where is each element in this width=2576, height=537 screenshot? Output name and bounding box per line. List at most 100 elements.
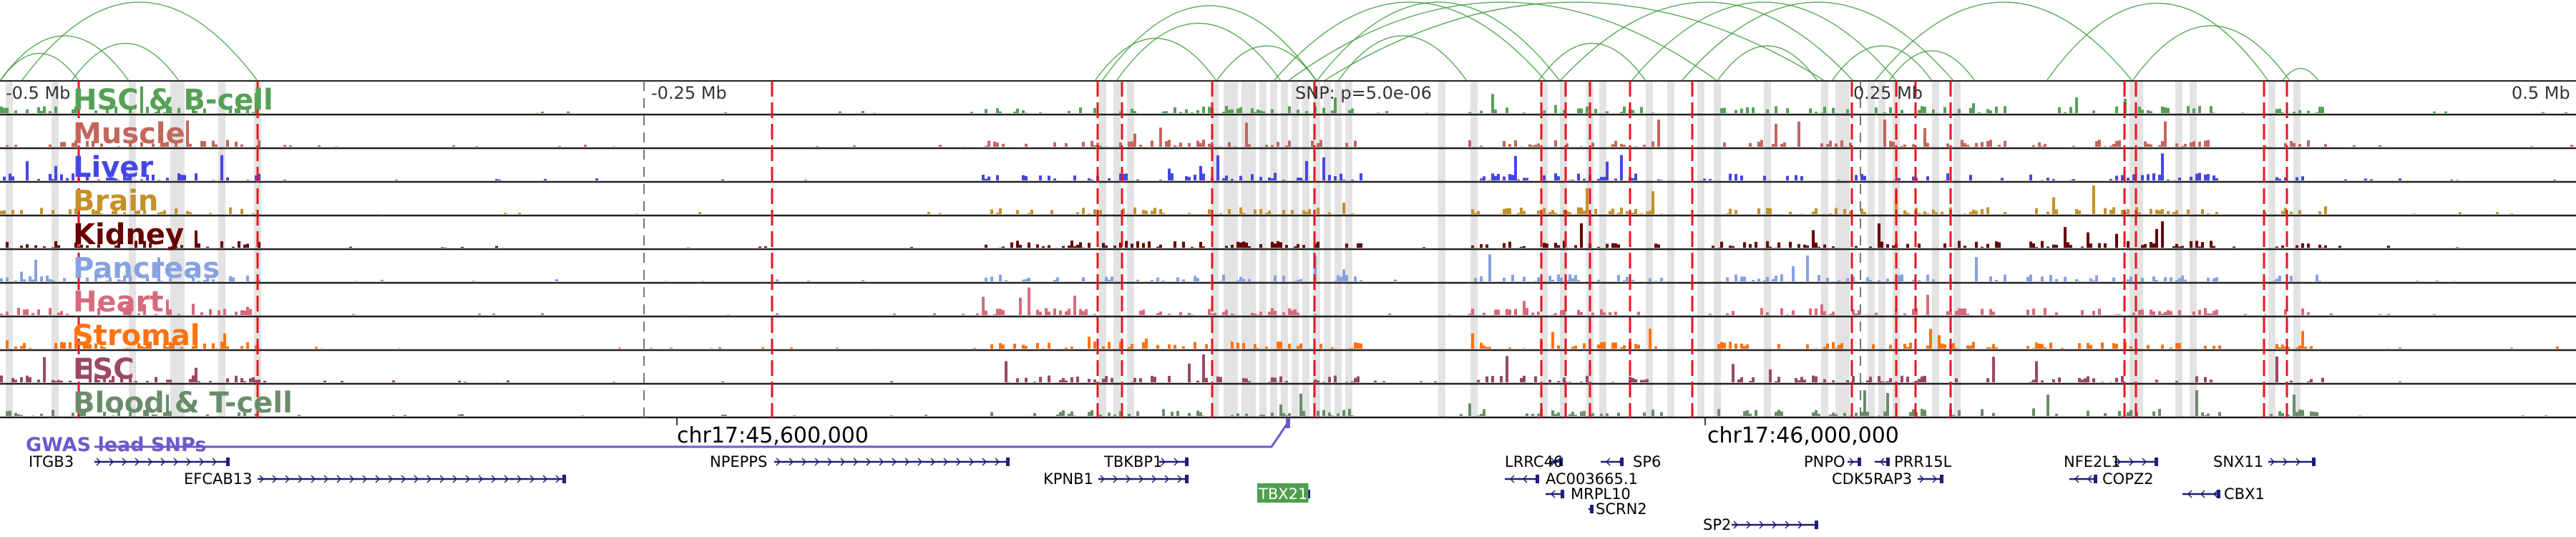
gene-cbx1[interactable]: CBX1 (2182, 485, 2265, 503)
strand-arrow (212, 458, 218, 466)
gene-nfe2l1[interactable]: NFE2L1 (2064, 453, 2158, 470)
strand-arrow (2296, 458, 2301, 466)
strand-arrow (1772, 521, 1777, 529)
gene-label: PNPO (1804, 453, 1845, 470)
loop-arc (1717, 45, 1818, 82)
gene-kpnb1[interactable]: KPNB1 (1043, 470, 1189, 488)
strand-arrow (1797, 521, 1803, 529)
signal-area (0, 254, 2576, 281)
gene-exon (2217, 490, 2220, 498)
gene-prr15l[interactable]: PRR15L (1875, 453, 1952, 470)
gene-pnpo[interactable]: PNPO (1804, 453, 1861, 470)
strand-arrow (917, 458, 923, 466)
gene-sp6[interactable]: SP6 (1601, 453, 1661, 470)
strand-arrow (866, 458, 872, 466)
gene-exon (2094, 475, 2097, 483)
strand-arrow (323, 475, 329, 483)
loop-arc (1831, 45, 1933, 82)
strand-arrow (1164, 475, 1170, 483)
loop-arc (1538, 42, 1646, 82)
gene-track: ITGB3 EFCAB13 NPEPPS TBKBP1 KPNB1 TBX21 LRRC46… (29, 453, 2316, 533)
gene-highlight (1257, 483, 1309, 503)
signal-track-6 (0, 287, 2576, 318)
gene-exon (1561, 490, 1564, 498)
strand-arrow (504, 475, 509, 483)
gene-npepps[interactable]: NPEPPS (710, 453, 1010, 470)
strand-arrow (930, 458, 936, 466)
gene-scrn2[interactable]: SCRN2 (1589, 500, 1647, 518)
signal-area (0, 328, 2576, 349)
strand-arrow (1746, 521, 1752, 529)
track-label: Kidney (73, 218, 184, 251)
strand-arrow (2129, 458, 2135, 466)
track-label: HSC & B-cell (73, 84, 273, 117)
gene-efcab13[interactable]: EFCAB13 (184, 470, 566, 488)
track-labels: HSC & B-cellMuscleLiverBrainKidneyPancre… (73, 84, 293, 420)
strand-arrow (2283, 458, 2288, 466)
gene-snx11[interactable]: SNX11 (2213, 453, 2316, 470)
gene-ac003665.1[interactable]: AC003665.1 (1505, 470, 1638, 488)
strand-arrow (1551, 458, 1556, 466)
strand-arrow (1919, 475, 1925, 483)
loop-arc (1888, 50, 1976, 82)
gene-label: SP2 (1703, 516, 1731, 533)
signal-area (0, 390, 2576, 416)
strand-arrow (96, 458, 102, 466)
gwas-snp-link (94, 422, 1289, 448)
gene-sp2[interactable]: SP2 (1703, 516, 1818, 533)
gene-exon (1858, 458, 1861, 466)
strand-arrow (147, 458, 153, 466)
strand-arrow (173, 458, 179, 466)
gene-label: CDK5RAP3 (1832, 470, 1912, 488)
gene-label: NPEPPS (710, 453, 767, 470)
strand-arrow (1785, 521, 1790, 529)
gene-label: TBX21 (1258, 485, 1307, 503)
strand-arrow (272, 475, 278, 483)
signal-area (0, 287, 2576, 315)
loop-arc (21, 1, 258, 82)
gene-cdk5rap3[interactable]: CDK5RAP3 (1832, 470, 1943, 488)
strand-arrow (1509, 475, 1515, 483)
strand-arrow (982, 458, 987, 466)
gene-label: SP6 (1633, 453, 1661, 470)
strand-arrow (1522, 475, 1528, 483)
strand-arrow (1932, 475, 1938, 483)
gene-tbx21[interactable]: TBX21 (1257, 483, 1310, 503)
loop-arc (2132, 25, 2290, 82)
loop-arc (1216, 45, 1317, 82)
gene-label: AC003665.1 (1546, 470, 1638, 488)
loop-arc (1094, 37, 1217, 82)
gene-copz2[interactable]: COPZ2 (2069, 470, 2154, 488)
gene-lrrc46[interactable]: LRRC46 (1505, 453, 1563, 470)
loop-arc (2282, 67, 2319, 82)
gene-mrpl10[interactable]: MRPL10 (1546, 485, 1631, 503)
strand-arrow (186, 458, 192, 466)
signal-track-7 (0, 328, 2576, 352)
gene-tbkbp1[interactable]: TBKBP1 (1103, 453, 1189, 470)
gene-label: SNX11 (2213, 453, 2263, 470)
strand-arrow (2074, 475, 2079, 483)
strand-arrow (1618, 458, 1624, 466)
gene-exon (1620, 458, 1624, 466)
gene-exon (562, 475, 566, 483)
strand-arrow (789, 458, 794, 466)
loop-arc (1559, 1, 1854, 82)
axis-label-snp: SNP: p=5.0e-06 (1295, 83, 1432, 103)
strand-arrow (1550, 490, 1556, 498)
strand-arrow (426, 475, 432, 483)
strand-arrow (298, 475, 303, 483)
strand-arrow (956, 458, 962, 466)
gwas-track-label: GWAS lead SNPs (26, 434, 206, 456)
gene-itgb3[interactable]: ITGB3 (29, 453, 230, 470)
strand-arrow (452, 475, 458, 483)
gene-exon (1590, 505, 1594, 513)
strand-arrow (465, 475, 471, 483)
gene-label: MRPL10 (1571, 485, 1631, 503)
gene-exon (2312, 458, 2316, 466)
gene-label: LRRC46 (1505, 453, 1563, 470)
axis-label-right: 0.5 Mb (2512, 83, 2570, 103)
axis-label-right-mid: 0.25 Mb (1853, 83, 1923, 103)
strand-arrow (2270, 458, 2275, 466)
track-label: Muscle (73, 117, 185, 150)
loop-arc (1874, 1, 2133, 82)
